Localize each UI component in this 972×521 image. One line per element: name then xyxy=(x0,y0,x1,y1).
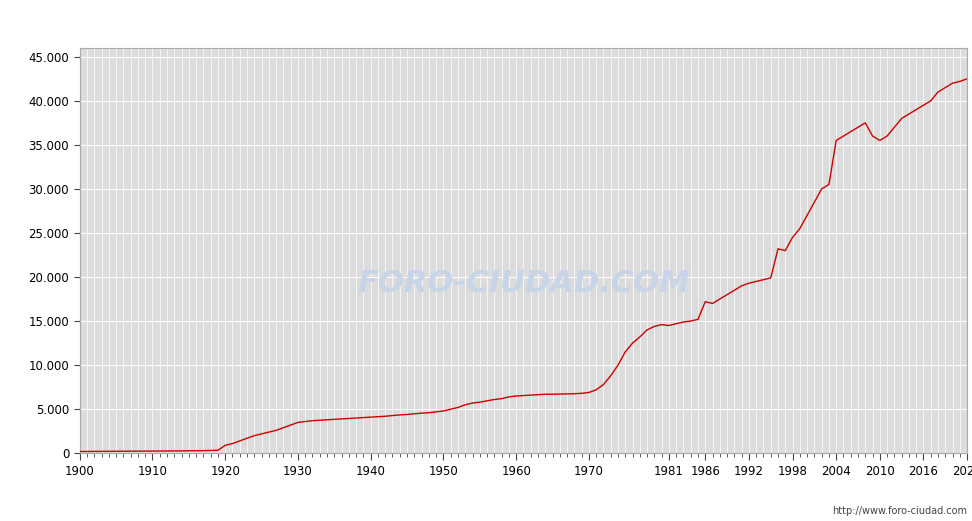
Text: FORO-CIUDAD.COM: FORO-CIUDAD.COM xyxy=(357,268,690,297)
Text: http://www.foro-ciudad.com: http://www.foro-ciudad.com xyxy=(832,506,967,516)
Text: Puerto del Rosario (Municipio) - Evolucion del numero de Habitantes: Puerto del Rosario (Municipio) - Evoluci… xyxy=(175,14,797,29)
